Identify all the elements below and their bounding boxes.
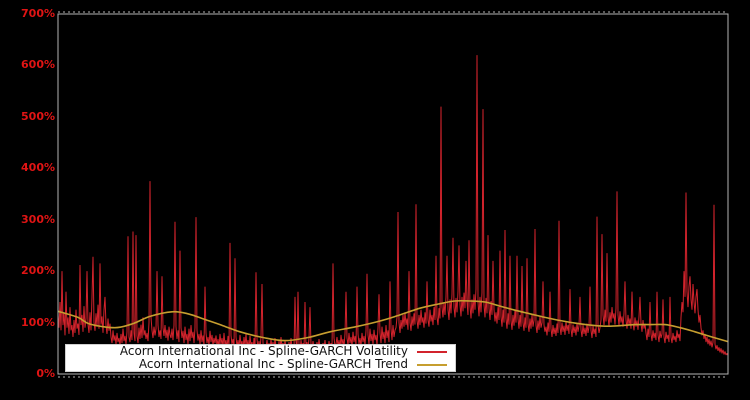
legend-line-volatility-sample: [417, 350, 447, 353]
legend-line-trend-sample: [417, 363, 447, 366]
y-tick-label-200: 200%: [21, 264, 55, 278]
legend-label-volatility: Acorn International Inc - Spline-GARCH V…: [119, 344, 408, 358]
legend-item-volatility: Acorn International Inc - Spline-GARCH V…: [66, 345, 455, 358]
y-tick-label-300: 300%: [21, 212, 55, 226]
y-tick-label-100: 100%: [21, 315, 55, 329]
volatility-series-line: [57, 55, 729, 356]
legend-label-trend: Acorn International Inc - Spline-GARCH T…: [138, 357, 408, 371]
plot-border: [57, 13, 729, 375]
y-tick-label-400: 400%: [21, 161, 55, 175]
legend: Acorn International Inc - Spline-GARCH V…: [65, 344, 456, 372]
legend-item-trend: Acorn International Inc - Spline-GARCH T…: [66, 358, 455, 371]
y-tick-label-600: 600%: [21, 58, 55, 72]
y-tick-label-0: 0%: [36, 367, 55, 380]
y-axis-labels: 0% 100% 200% 300% 400% 500% 600% 700%: [0, 0, 56, 400]
y-tick-label-500: 500%: [21, 109, 55, 123]
y-tick-label-700: 700%: [21, 7, 55, 20]
trend-series-line: [57, 299, 729, 343]
